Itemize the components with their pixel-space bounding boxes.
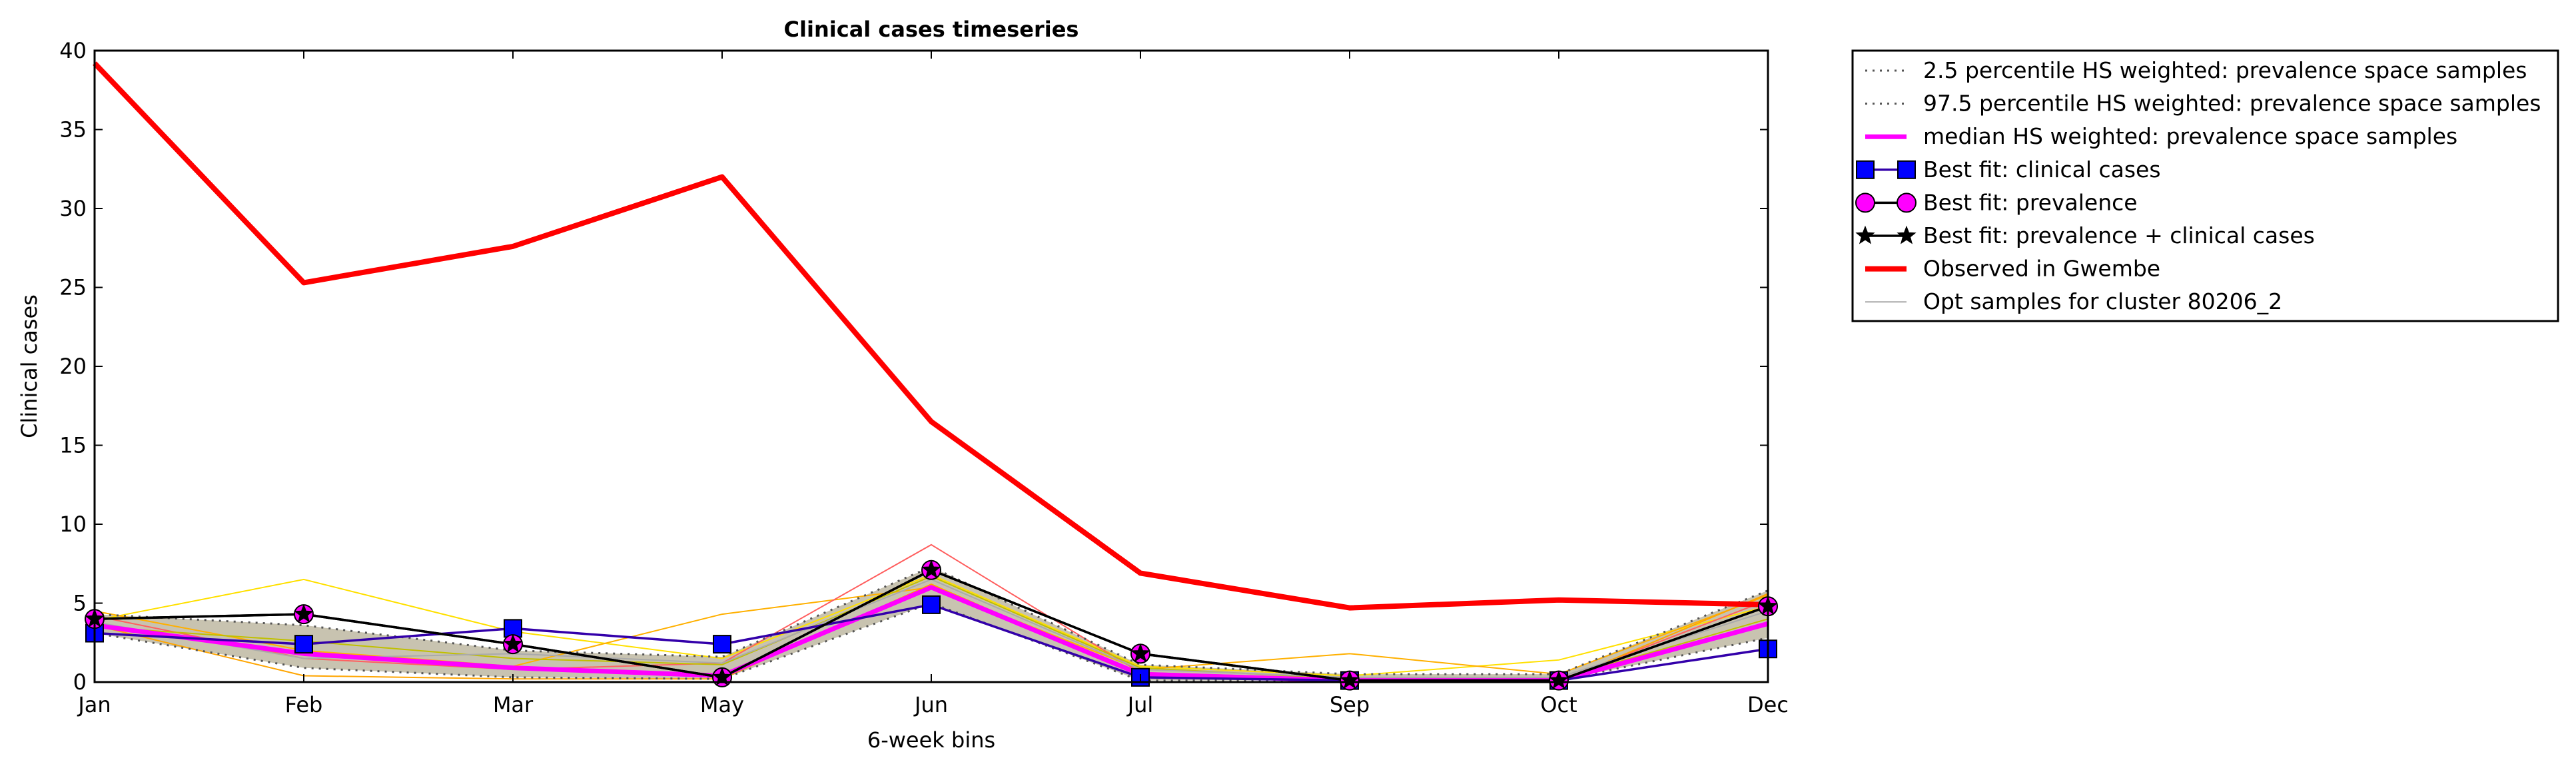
x-tick-label: Feb (285, 692, 323, 717)
y-tick-label: 40 (59, 38, 87, 63)
series-4-marker-jun (922, 595, 941, 614)
series-line-7 (93, 61, 1769, 611)
series-6-marker-feb (294, 603, 314, 623)
chart-title: Clinical cases timeseries (784, 17, 1079, 42)
series-6-marker-jul (1130, 643, 1150, 662)
legend-box (1851, 49, 2559, 322)
y-tick-label: 30 (59, 196, 87, 221)
y-tick-labels: 0 5 10 15 20 25 30 35 40 (59, 38, 87, 695)
x-tick-label: Jul (1126, 692, 1154, 717)
x-tick-label: Oct (1540, 692, 1577, 717)
y-tick-label: 10 (59, 512, 87, 537)
y-tick-label: 25 (59, 275, 87, 300)
series-6-marker-mar (503, 633, 523, 653)
x-tick-label: Jun (913, 692, 948, 717)
y-tick-label: 35 (59, 117, 87, 143)
y-tick-label: 0 (73, 669, 87, 695)
legend-label: Observed in Gwembe (1923, 256, 2160, 282)
y-tick-label: 5 (73, 591, 87, 616)
x-tick-label: Sep (1330, 692, 1370, 717)
legend-label: Best fit: prevalence (1923, 189, 2138, 215)
y-tick-label: 15 (59, 433, 87, 458)
x-axis-label: 6-week bins (867, 727, 995, 753)
x-tick-label: Jan (77, 692, 111, 717)
legend-label: Opt samples for cluster 80206_2 (1923, 288, 2282, 314)
y-tick-label: 20 (59, 354, 87, 379)
axis-ticks (94, 50, 1769, 683)
legend-label: Best fit: prevalence + clinical cases (1923, 222, 2315, 248)
legend: 2.5 percentile HS weighted: prevalence s… (1851, 49, 2559, 322)
y-axis-label: Clinical cases (17, 294, 42, 438)
x-tick-label: May (700, 692, 744, 717)
legend-label: 97.5 percentile HS weighted: prevalence … (1923, 91, 2541, 117)
legend-label: 2.5 percentile HS weighted: prevalence s… (1923, 57, 2527, 83)
legend-marker-6a (1855, 225, 1875, 244)
x-tick-labels: Jan Feb Mar May Jun Jul Sep Oct Dec (77, 692, 1789, 717)
series-4-marker-may (713, 635, 731, 654)
legend-marker-5b (1897, 193, 1917, 213)
x-tick-label: Mar (493, 692, 534, 717)
legend-marker-5a (1855, 193, 1875, 213)
legend-label: median HS weighted: prevalence space sam… (1923, 123, 2457, 149)
legend-marker-6b (1897, 225, 1917, 244)
x-tick-label: Dec (1747, 692, 1789, 717)
series-line-2 (94, 566, 1769, 675)
series-4-marker-feb (294, 635, 313, 654)
legend-label: Best fit: clinical cases (1923, 157, 2161, 183)
legend-marker-4a (1856, 160, 1875, 179)
series-6-marker-jun (921, 560, 941, 579)
legend-marker-4b (1897, 160, 1916, 179)
